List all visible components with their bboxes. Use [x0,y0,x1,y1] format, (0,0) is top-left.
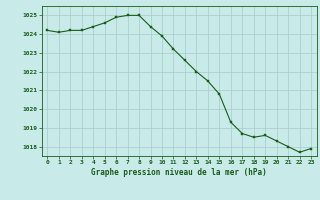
X-axis label: Graphe pression niveau de la mer (hPa): Graphe pression niveau de la mer (hPa) [91,168,267,177]
